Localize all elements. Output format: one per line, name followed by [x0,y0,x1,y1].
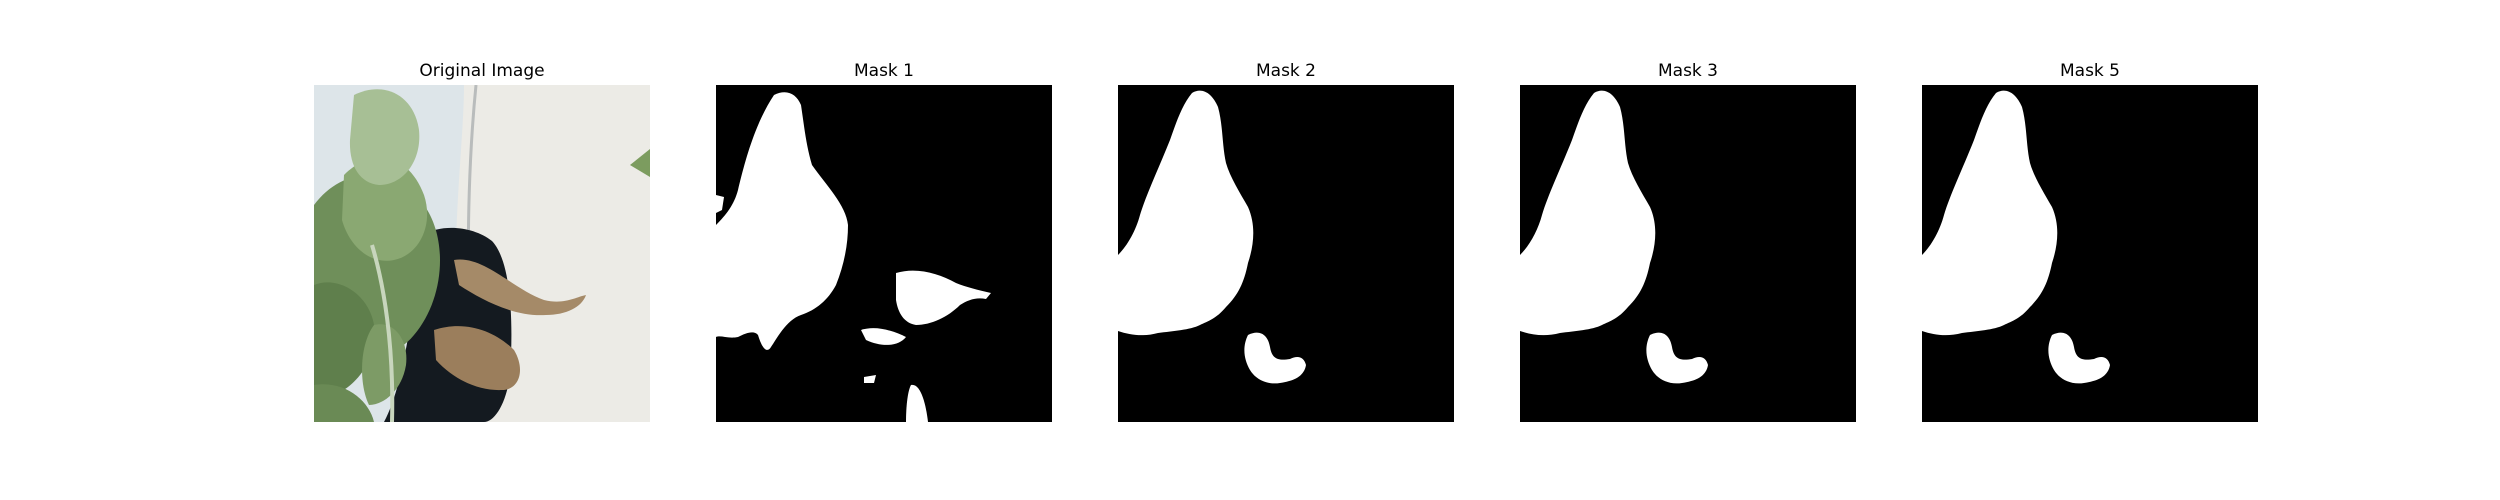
mask-region-plant [1520,90,1656,336]
panel-title: Mask 1 [853,61,914,81]
original-image [314,85,650,422]
leaf-brown-lower [434,326,521,391]
panel-title: Original Image [419,61,545,81]
mask-region-leaf [2048,332,2110,384]
mask-2-image [1118,85,1454,422]
mask-1-graphic [716,85,1052,422]
mask-region-dot [864,375,876,383]
mask-1-image [716,85,1052,422]
mask-3-image [1520,85,1856,422]
mask-region-leaf [1244,332,1306,384]
mask-region-edge [716,195,724,213]
leaf-green-bottom [314,282,375,400]
mask-region-bottom [906,384,928,422]
leaf-green-mid [342,157,428,261]
mask-1-panel: Mask 1 [716,60,1052,422]
leaf-tip-right [630,149,650,177]
mask-3-graphic [1520,85,1856,422]
mask-region-plant [1118,90,1254,336]
mask-2-graphic [1118,85,1454,422]
mask-region-plant [716,92,848,350]
mask-3-panel: Mask 3 [1520,60,1856,422]
leaf-brown-upper [454,259,586,316]
mask-5-panel: Mask 5 [1922,60,2258,422]
mask-5-graphic [1922,85,2258,422]
mask-region-leaf [1646,332,1708,384]
mask-5-image [1922,85,2258,422]
leaf-green-small [362,324,407,405]
panel-title: Mask 3 [1657,61,1718,81]
leaf-light-top [349,89,420,185]
original-photo [314,85,650,422]
mask-region-plant [1922,90,2058,336]
leaf-vein [370,244,395,422]
mask-2-panel: Mask 2 [1118,60,1454,422]
mask-region-leaf [896,270,991,325]
mask-region-fragment [861,328,906,345]
leaf-green-corner [314,384,374,422]
original-image-panel: Original Image [314,60,650,422]
panel-title: Mask 2 [1255,61,1316,81]
panel-title: Mask 5 [2059,61,2120,81]
